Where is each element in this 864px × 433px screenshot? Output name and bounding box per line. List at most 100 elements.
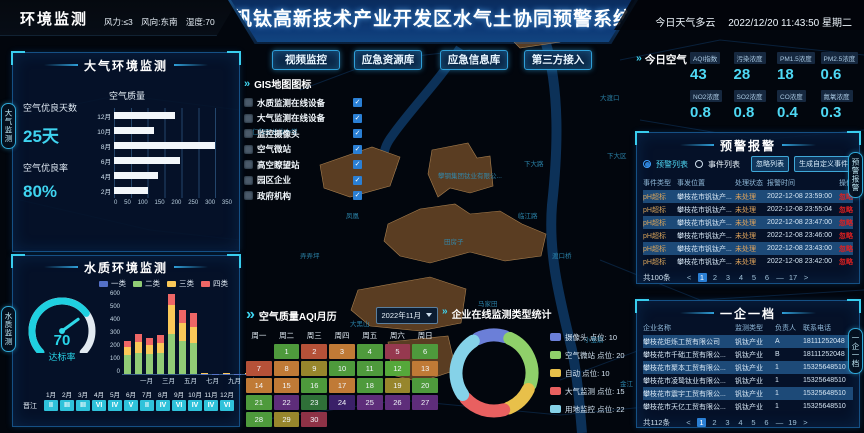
collapsed-panel-tab[interactable]: 一企一档 bbox=[848, 328, 863, 374]
river-grade-cell[interactable]: II bbox=[140, 400, 154, 411]
calendar-day[interactable]: 23 bbox=[301, 395, 328, 410]
river-grade-cell[interactable]: IV bbox=[108, 400, 122, 411]
toolbar-button[interactable]: 应急信息库 bbox=[440, 50, 508, 70]
river-grade-cell[interactable]: VI bbox=[172, 400, 186, 411]
calendar-day[interactable]: 21 bbox=[246, 395, 272, 410]
river-grade-cell[interactable]: II bbox=[44, 400, 58, 411]
alert-ignore-action[interactable]: 忽略 bbox=[839, 206, 853, 214]
layer-checkbox[interactable]: ✓ bbox=[353, 175, 362, 185]
calendar-day[interactable]: 5 bbox=[384, 344, 411, 359]
enterprise-row[interactable]: 攀枝花市凌鸷钛业有限公... 钒钛产业 1 15325648510 bbox=[643, 374, 853, 387]
enterprise-row[interactable]: 攀枝花市聚本工贸有限公... 钒钛产业 1 15325648510 bbox=[643, 361, 853, 374]
radio-button[interactable] bbox=[695, 160, 703, 168]
page-number[interactable]: 2 bbox=[712, 273, 718, 282]
next-page-button[interactable]: > bbox=[803, 273, 809, 282]
page-number[interactable]: 17 bbox=[788, 273, 798, 282]
gis-layer-item[interactable]: 政府机构 ✓ bbox=[244, 188, 362, 204]
prev-page-button[interactable]: < bbox=[686, 418, 691, 427]
calendar-day[interactable]: 9 bbox=[301, 361, 328, 376]
calendar-day[interactable]: 29 bbox=[273, 412, 300, 427]
river-grade-cell[interactable]: V bbox=[124, 400, 138, 411]
calendar-day[interactable]: 6 bbox=[412, 344, 438, 359]
gis-layer-item[interactable]: 水质监测在线设备 ✓ bbox=[244, 95, 362, 111]
calendar-day[interactable]: 8 bbox=[273, 361, 300, 376]
calendar-day[interactable]: 10 bbox=[329, 361, 355, 376]
calendar-day[interactable]: 4 bbox=[356, 344, 383, 359]
calendar-day[interactable]: 24 bbox=[329, 395, 355, 410]
alert-ignore-action[interactable]: 忽略 bbox=[839, 219, 853, 227]
gis-layer-item[interactable]: 空气微站 ✓ bbox=[244, 142, 362, 158]
page-number[interactable]: 2 bbox=[712, 418, 717, 427]
calendar-day[interactable]: 17 bbox=[329, 378, 355, 393]
river-grade-cell[interactable]: III bbox=[60, 400, 74, 411]
calendar-day[interactable]: 25 bbox=[356, 395, 383, 410]
page-number[interactable]: 3 bbox=[725, 418, 730, 427]
page-number[interactable]: 6 bbox=[764, 273, 770, 282]
calendar-day[interactable]: 30 bbox=[301, 412, 328, 427]
calendar-day[interactable]: 16 bbox=[301, 378, 328, 393]
gis-layer-item[interactable]: 大气监测在线设备 ✓ bbox=[244, 111, 362, 127]
calendar-day[interactable]: 26 bbox=[384, 395, 411, 410]
collapsed-panel-tab[interactable]: 水质监测 bbox=[1, 306, 16, 352]
collapsed-panel-tab[interactable]: 预警报警 bbox=[848, 152, 863, 198]
calendar-day[interactable]: 3 bbox=[329, 344, 355, 359]
enterprise-row[interactable]: 攀枝花市千础工贸有限公... 钒钛产业 B 18111252048 bbox=[643, 348, 853, 361]
collapsed-panel-tab[interactable]: 大气监测 bbox=[1, 103, 16, 149]
calendar-day[interactable]: 11 bbox=[356, 361, 383, 376]
page-number[interactable]: — bbox=[775, 418, 784, 427]
river-grade-cell[interactable]: IV bbox=[188, 400, 202, 411]
river-grade-cell[interactable]: IV bbox=[204, 400, 218, 411]
radio-button[interactable] bbox=[643, 160, 651, 168]
calendar-day[interactable]: 18 bbox=[356, 378, 383, 393]
alert-ignore-action[interactable]: 忽略 bbox=[839, 193, 853, 201]
river-grade-cell[interactable]: IV bbox=[156, 400, 170, 411]
page-number[interactable]: 4 bbox=[738, 418, 743, 427]
prev-page-button[interactable]: < bbox=[686, 273, 692, 282]
alert-row[interactable]: pH超标 攀枝花市钒钛产... 未处理 2022-12-08 23:59:00 忽略 bbox=[643, 190, 853, 203]
page-number[interactable]: 5 bbox=[751, 273, 757, 282]
layer-checkbox[interactable]: ✓ bbox=[353, 191, 362, 201]
toolbar-button[interactable]: 应急资源库 bbox=[354, 50, 422, 70]
calendar-day[interactable]: 22 bbox=[273, 395, 300, 410]
calendar-day[interactable]: 13 bbox=[412, 361, 438, 376]
calendar-day[interactable]: 2 bbox=[301, 344, 328, 359]
calendar-day[interactable]: 14 bbox=[246, 378, 272, 393]
enterprise-row[interactable]: 攀枝花炬烁工贸有限公司 钒钛产业 A 18111252048 bbox=[643, 335, 853, 348]
enterprise-row[interactable]: 攀枝花市震宇工贸有限公... 钒钛产业 1 15325648510 bbox=[643, 387, 853, 400]
river-grade-cell[interactable]: VI bbox=[220, 400, 234, 411]
calendar-day[interactable]: 28 bbox=[246, 412, 272, 427]
alert-ignore-action[interactable]: 忽略 bbox=[839, 258, 853, 266]
calendar-day[interactable]: 1 bbox=[273, 344, 300, 359]
calendar-month-select[interactable]: 2022年11月 bbox=[375, 306, 438, 324]
ignore-list-button[interactable]: 忽略列表 bbox=[751, 156, 789, 172]
alert-row[interactable]: pH超标 攀枝花市钒钛产... 未处理 2022-12-08 23:47:00 忽略 bbox=[643, 216, 853, 229]
calendar-day[interactable]: 7 bbox=[246, 361, 272, 376]
alert-row[interactable]: pH超标 攀枝花市钒钛产... 未处理 2022-12-08 23:46:00 忽略 bbox=[643, 229, 853, 242]
alert-row[interactable]: pH超标 攀枝花市钒钛产... 未处理 2022-12-08 23:55:04 忽略 bbox=[643, 203, 853, 216]
page-number[interactable]: 5 bbox=[751, 418, 756, 427]
river-grade-cell[interactable]: VI bbox=[92, 400, 106, 411]
alert-ignore-action[interactable]: 忽略 bbox=[839, 232, 853, 240]
layer-checkbox[interactable]: ✓ bbox=[353, 113, 362, 123]
gis-layer-item[interactable]: 监控摄像头 ✓ bbox=[244, 126, 362, 142]
layer-checkbox[interactable]: ✓ bbox=[353, 129, 362, 139]
gis-layer-item[interactable]: 高空瞭望站 ✓ bbox=[244, 157, 362, 173]
page-number[interactable]: 19 bbox=[788, 418, 797, 427]
calendar-day[interactable]: 19 bbox=[384, 378, 411, 393]
calendar-day[interactable]: 15 bbox=[273, 378, 300, 393]
river-grade-cell[interactable]: III bbox=[76, 400, 90, 411]
page-number[interactable]: 4 bbox=[738, 273, 744, 282]
alert-row[interactable]: pH超标 攀枝花市钒钛产... 未处理 2022-12-08 23:42:00 忽略 bbox=[643, 255, 853, 268]
page-number[interactable]: 1 bbox=[696, 418, 706, 427]
enterprise-row[interactable]: 攀枝花市天亿工贸有限公... 钒钛产业 1 15325648510 bbox=[643, 400, 853, 413]
calendar-day[interactable]: 27 bbox=[412, 395, 438, 410]
page-number[interactable]: 1 bbox=[697, 273, 707, 282]
toolbar-button[interactable]: 视频监控 bbox=[272, 50, 340, 70]
page-number[interactable]: — bbox=[776, 273, 784, 282]
layer-checkbox[interactable]: ✓ bbox=[353, 98, 362, 108]
alert-ignore-action[interactable]: 忽略 bbox=[839, 245, 853, 253]
page-number[interactable]: 3 bbox=[725, 273, 731, 282]
create-custom-event-button[interactable]: 生成自定义事件 bbox=[794, 156, 853, 172]
alert-row[interactable]: pH超标 攀枝花市钒钛产... 未处理 2022-12-08 23:43:00 忽略 bbox=[643, 242, 853, 255]
layer-checkbox[interactable]: ✓ bbox=[353, 144, 362, 154]
